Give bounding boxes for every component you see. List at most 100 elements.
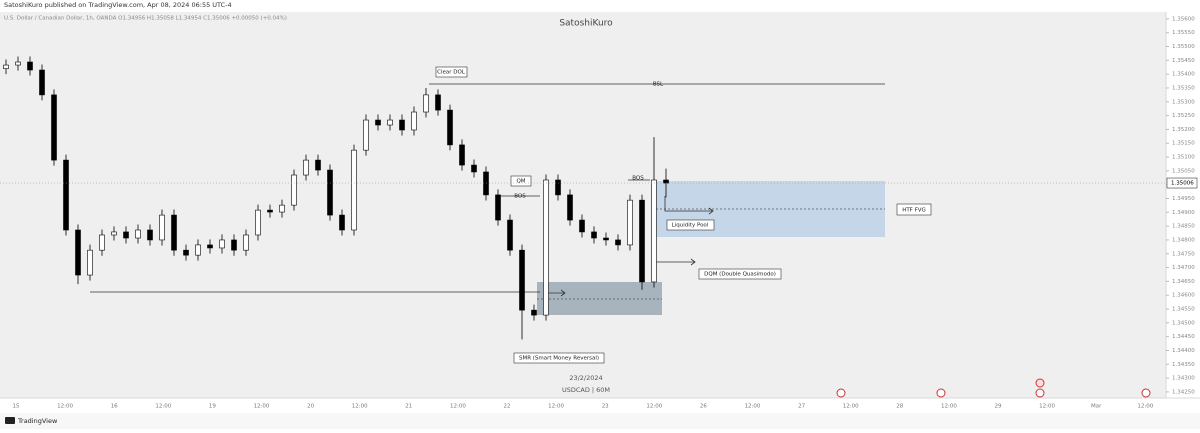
label-box: [896, 203, 932, 216]
y-tick-label: 1.35600: [1172, 16, 1195, 22]
annotation: QM: [516, 179, 525, 185]
symbol-line: U.S. Dollar / Canadian Dollar, 1h, OANDA…: [4, 16, 287, 22]
candle-body: [135, 229, 141, 239]
y-tick-label: 1.35350: [1172, 85, 1195, 91]
y-tick-label: 1.34750: [1172, 251, 1195, 257]
candle-body: [435, 94, 441, 111]
candle-body: [291, 174, 297, 206]
candle-body: [663, 179, 669, 184]
y-tick-label: 1.34800: [1172, 237, 1195, 243]
y-tick-label: 1.35500: [1172, 44, 1195, 50]
candle-body: [447, 109, 453, 146]
y-tick-label: 1.34950: [1172, 196, 1195, 202]
candle-body: [495, 194, 501, 221]
y-tick-label: 1.34850: [1172, 224, 1195, 230]
x-tick-label: 15: [13, 404, 20, 410]
candle-body: [471, 164, 477, 173]
last-price-box: [1166, 177, 1198, 189]
candle-body: [363, 119, 369, 151]
candle-body: [459, 144, 465, 166]
watermark: USDCAD | 60M: [562, 386, 610, 394]
candle-body: [243, 234, 249, 251]
y-tick-label: 1.35100: [1172, 155, 1195, 161]
label-box: [698, 268, 782, 280]
last-price-label: 1.35006: [1171, 181, 1194, 187]
x-tick-label: 29: [995, 404, 1002, 410]
label-box: [435, 66, 468, 78]
footer-bar: [0, 413, 1200, 429]
plot-area: [0, 12, 1166, 398]
footer-text: TradingView: [17, 417, 58, 425]
candle-body: [639, 199, 645, 283]
candle-body: [591, 231, 597, 239]
x-tick-label: 12:00: [450, 404, 466, 410]
candle-body: [627, 199, 633, 246]
candle-body: [543, 179, 549, 316]
annotation: Clear DOL: [437, 70, 466, 76]
x-tick-label: 26: [700, 404, 707, 410]
x-tick-label: 12:00: [1039, 404, 1055, 410]
y-tick-label: 1.35050: [1172, 168, 1195, 174]
candle-body: [423, 94, 429, 113]
candle-body: [195, 244, 201, 256]
candle-body: [63, 159, 69, 231]
y-tick-label: 1.35400: [1172, 72, 1195, 78]
candle-body: [111, 231, 117, 236]
candle-body: [207, 244, 213, 249]
y-tick-label: 1.34600: [1172, 293, 1195, 299]
label-box: [666, 219, 715, 231]
candle-body: [87, 249, 93, 276]
x-tick-label: 12:00: [155, 404, 171, 410]
x-tick-label: 23: [602, 404, 609, 410]
candle-body: [531, 309, 537, 316]
flag: [1035, 378, 1045, 388]
flag: [1035, 388, 1045, 398]
candle-body: [159, 214, 165, 241]
publisher: SatoshiKuro published on TradingView.com…: [4, 1, 232, 9]
y-tick-label: 1.34550: [1172, 307, 1195, 313]
event-flags: [836, 378, 1151, 398]
x-tick-label: 12:00: [548, 404, 564, 410]
y-tick-label: 1.34400: [1172, 348, 1195, 354]
y-tick-label: 1.35200: [1172, 127, 1195, 133]
y-tick-label: 1.34300: [1172, 376, 1195, 382]
x-tick-label: 21: [405, 404, 412, 410]
x-tick-label: 19: [209, 404, 216, 410]
x-tick-label: 27: [798, 404, 805, 410]
candle-body: [303, 159, 309, 176]
x-tick-label: 12:00: [57, 404, 73, 410]
candle-body: [231, 239, 237, 251]
smr-zone: [537, 282, 662, 315]
annotation: HTF FVG: [902, 208, 926, 214]
y-tick-label: 1.34500: [1172, 320, 1195, 326]
flag: [1141, 388, 1151, 398]
candle-body: [615, 239, 621, 246]
candle-body: [375, 119, 381, 126]
candles: [3, 56, 669, 340]
candle-body: [339, 214, 345, 231]
x-tick-label: 12:00: [941, 404, 957, 410]
annotation: DQM (Double Quasimodo): [704, 272, 776, 278]
candle-body: [387, 119, 393, 126]
label-box: [513, 352, 605, 364]
flag: [836, 388, 846, 398]
y-tick-label: 1.34350: [1172, 362, 1195, 368]
arrow: [664, 196, 714, 215]
candle-body: [15, 61, 21, 66]
candle-body: [255, 209, 261, 236]
label-box: [510, 175, 532, 187]
x-tick-label: 16: [111, 404, 118, 410]
candle-body: [399, 119, 405, 131]
x-tick-label: 20: [307, 404, 314, 410]
y-tick-label: 1.34650: [1172, 279, 1195, 285]
annotation: BOS: [632, 176, 644, 182]
candle-body: [651, 179, 657, 283]
y-tick-label: 1.34700: [1172, 265, 1195, 271]
y-tick-label: 1.35450: [1172, 58, 1195, 64]
candle-body: [171, 214, 177, 251]
y-tick-label: 1.35150: [1172, 141, 1195, 147]
flag: [936, 388, 946, 398]
arrow: [548, 289, 566, 297]
candle-body: [411, 111, 417, 131]
